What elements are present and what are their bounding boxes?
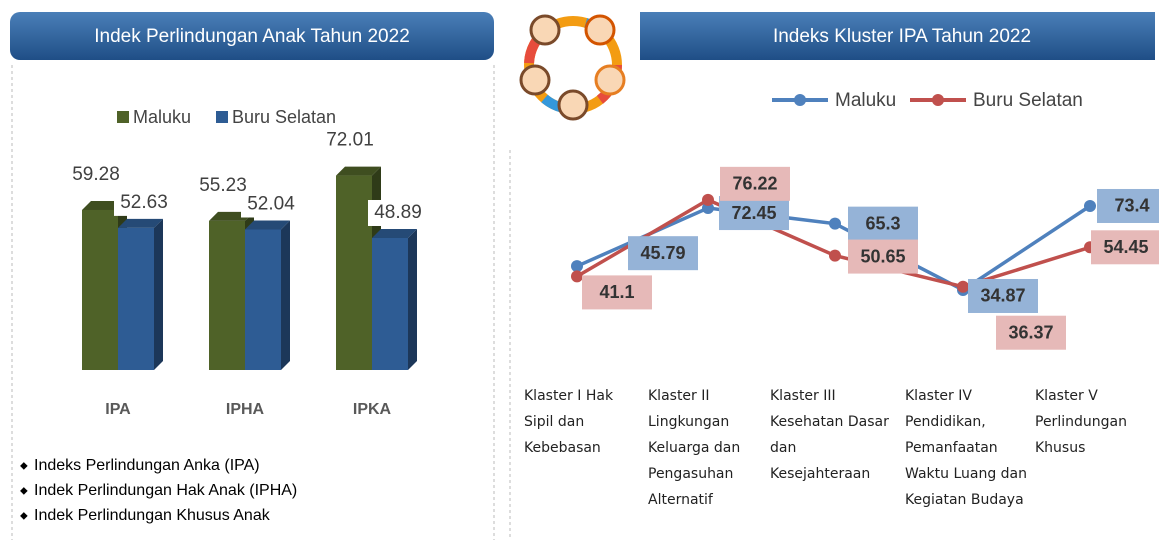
x-tick-label: Klaster IV Pendidikan, Pemanfaatan Waktu… [905,383,1027,513]
bar [245,229,281,370]
data-label: 54.45 [1103,237,1148,257]
legend-label: Buru Selatan [232,107,336,127]
data-label: 72.45 [731,203,776,223]
marker [829,250,841,262]
marker [957,281,969,293]
chart-title: Indek Perlindungan Anak Tahun 2022 [94,26,410,47]
data-label: 55.23 [199,175,247,196]
note: Indek Perlindungan Khusus Anak [34,507,271,524]
data-label: 52.04 [247,194,295,215]
data-label: 48.89 [374,202,422,223]
data-label: 76.22 [732,174,777,194]
legend-label: Buru Selatan [973,90,1083,111]
data-label: 73.4 [1114,196,1149,216]
legend-label: Maluku [133,107,191,127]
data-label: 52.63 [120,192,168,213]
marker [702,194,714,206]
bullet: ◆ [20,486,28,497]
chart-title: Indeks Kluster IPA Tahun 2022 [773,26,1031,47]
bar-side [281,220,290,370]
bullet: ◆ [20,511,28,522]
bar [118,228,154,370]
x-tick-label: Klaster V Perlindungan Khusus [1035,383,1157,461]
data-label: 36.37 [1008,322,1053,342]
page: Indek Perlindungan Anak Tahun 2022 Indek… [0,0,1159,540]
note: Indek Perlindungan Hak Anak (IPHA) [34,482,297,499]
x-tick-label: IPHA [226,401,265,418]
x-tick-label: IPA [105,401,131,418]
data-label: 41.1 [599,282,634,302]
bar-side [154,219,163,370]
data-label: 65.3 [865,213,900,233]
data-label: 50.65 [860,246,905,266]
note: Indeks Perlindungan Anka (IPA) [34,457,260,474]
legend-swatch [216,111,228,123]
marker [829,218,841,230]
x-tick-label: Klaster II Lingkungan Keluarga dan Penga… [648,383,770,513]
legend-swatch [117,111,129,123]
x-tick-label: Klaster I Hak Sipil dan Kebebasan [524,383,646,461]
marker [571,260,583,272]
legend-marker [794,94,806,106]
bullet: ◆ [20,461,28,472]
data-label: 59.28 [72,164,120,185]
bar [336,176,372,370]
data-label: 72.01 [326,130,374,151]
marker [571,270,583,282]
kids-illustration [521,16,624,119]
bar-side [408,229,417,370]
legend-marker [932,94,944,106]
bar [82,210,118,370]
x-tick-label: IPKA [353,401,392,418]
marker [1084,200,1096,212]
bar [209,221,245,370]
legend-label: Maluku [835,90,896,111]
data-label: 34.87 [980,286,1025,306]
x-tick-label: Klaster III Kesehatan Dasar dan Kesejaht… [770,383,892,487]
data-label: 45.79 [640,243,685,263]
bar [372,238,408,370]
